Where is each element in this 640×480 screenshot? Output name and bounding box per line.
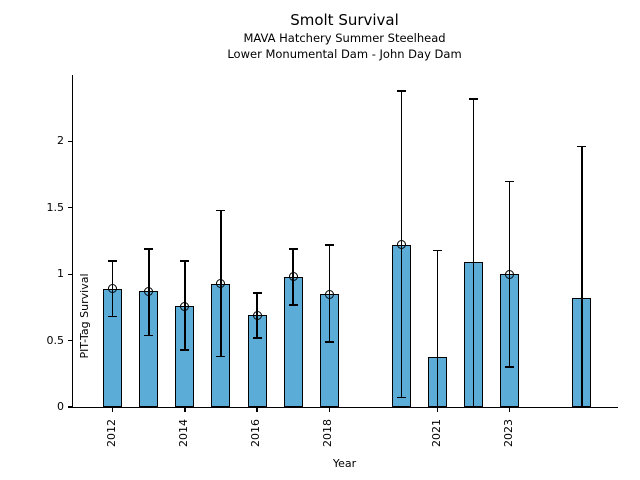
- error-bar-cap-low: [216, 355, 226, 358]
- x-tick-label: 2023: [501, 419, 515, 447]
- x-tick-mark: [256, 408, 258, 413]
- y-tick-label: 2: [57, 134, 64, 148]
- x-axis-label: Year: [332, 457, 357, 470]
- chart-title: Smolt Survival: [290, 11, 399, 29]
- chart-subtitle-reach: Lower Monumental Dam - John Day Dam: [227, 47, 462, 61]
- error-bar-cap-low: [396, 396, 406, 399]
- error-bar-cap-high: [252, 292, 262, 294]
- error-bar-cap-low: [288, 304, 298, 306]
- x-tick-label: 2012: [104, 419, 118, 447]
- point-marker-circle: [288, 272, 298, 282]
- error-bar-line: [436, 250, 439, 407]
- error-bar-cap-high: [433, 249, 443, 252]
- y-tick-label: 1: [57, 267, 64, 281]
- point-marker-circle: [396, 240, 406, 250]
- error-bar-cap-high: [577, 145, 587, 148]
- point-marker-circle: [144, 286, 154, 296]
- x-tick-label: 2016: [249, 419, 263, 447]
- y-tick-mark: [67, 339, 72, 342]
- error-bar-cap-high: [108, 260, 118, 262]
- error-bar-cap-high: [324, 244, 334, 246]
- error-bar-cap-high: [396, 90, 406, 92]
- x-tick-mark: [436, 408, 439, 413]
- y-tick-label: 1.5: [46, 200, 65, 214]
- point-marker-circle: [505, 269, 515, 279]
- point-marker-circle: [216, 279, 226, 288]
- y-tick-label: 0: [57, 400, 64, 413]
- error-bar-cap-high: [180, 260, 190, 262]
- error-bar-cap-high: [216, 209, 226, 212]
- x-tick-mark: [328, 408, 330, 413]
- x-tick-mark: [509, 408, 511, 413]
- error-bar-cap-low: [180, 349, 190, 351]
- point-marker-circle: [252, 310, 262, 320]
- y-tick-mark: [67, 207, 72, 209]
- error-bar-cap-high: [505, 180, 515, 182]
- error-bar-cap-low: [108, 315, 118, 318]
- y-tick-mark: [67, 406, 72, 408]
- error-bar-cap-high: [469, 98, 479, 100]
- y-tick-label: 0.5: [46, 333, 65, 347]
- error-bar-cap-high: [144, 248, 154, 250]
- point-marker-circle: [108, 284, 118, 294]
- y-axis-label: PIT-Tag Survival: [78, 273, 91, 359]
- error-bar-line: [472, 98, 475, 407]
- error-bar-cap-low: [324, 341, 334, 343]
- point-marker-circle: [324, 289, 334, 299]
- y-tick-mark: [67, 273, 72, 275]
- plot-area: PIT-Tag Survival: [67, 75, 618, 413]
- x-tick-label: 2014: [176, 419, 190, 447]
- point-marker-circle: [180, 301, 190, 311]
- x-tick-label: 2018: [321, 419, 335, 447]
- error-bar-cap-low: [505, 366, 515, 368]
- error-bar-cap-low: [144, 334, 154, 337]
- error-bar-line: [581, 146, 583, 407]
- error-bar-cap-low: [252, 337, 262, 339]
- error-bar-cap-high: [288, 248, 298, 250]
- y-tick-mark: [67, 140, 72, 143]
- x-tick-mark: [184, 408, 186, 413]
- x-tick-mark: [112, 408, 114, 413]
- chart-subtitle-hatchery: MAVA Hatchery Summer Steelhead: [243, 31, 446, 45]
- x-tick-label: 2021: [429, 419, 443, 447]
